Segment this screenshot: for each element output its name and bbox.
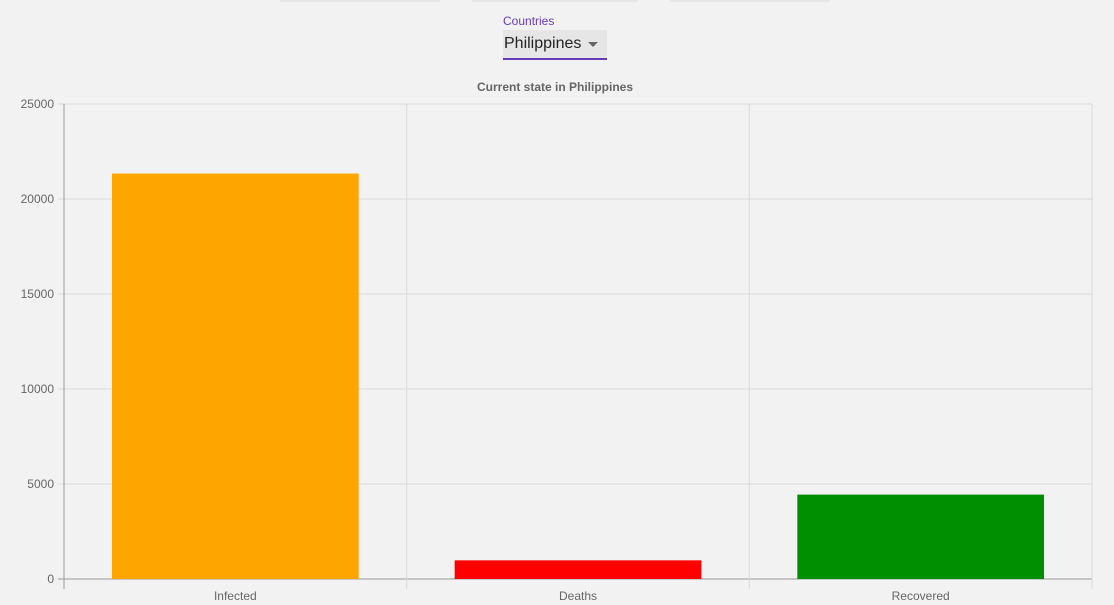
x-axis-ticks: Infected Deaths Recovered [214,589,950,603]
x-tick-label-infected: Infected [214,589,257,603]
y-tick-label-3: 15000 [21,287,55,301]
chevron-down-icon[interactable] [588,41,599,47]
bar-infected [111,173,359,579]
top-strip-2 [472,0,638,2]
bar-chart: Current state in Philippines 0 5000 10000 1… [21,80,1093,603]
countries-select-label: Countries [503,14,555,28]
y-tick-label-4: 20000 [21,192,55,206]
top-strip-3 [670,0,830,2]
x-tick-label-deaths: Deaths [559,589,597,603]
x-tick-label-recovered: Recovered [892,589,950,603]
bar-deaths [454,560,702,579]
chart-title: Current state in Philippines [477,80,633,94]
chart-bars [111,173,1045,579]
y-tick-label-1: 5000 [27,477,54,491]
top-strip-1 [280,0,440,2]
y-tick-label-0: 0 [47,572,54,586]
y-tick-label-2: 10000 [21,382,55,396]
y-tick-label-5: 25000 [21,97,55,111]
countries-selected-value: Philippines [504,35,582,52]
countries-select-box[interactable]: Philippines [503,30,607,60]
countries-select[interactable]: Countries Philippines [503,13,607,60]
y-axis-ticks: 0 5000 10000 15000 20000 25000 [21,97,55,586]
bar-recovered [797,494,1045,579]
